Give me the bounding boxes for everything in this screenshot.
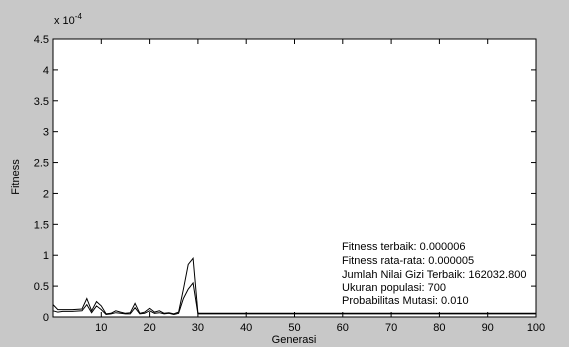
y-tick-label: 1: [43, 250, 49, 262]
x-tick-label: 100: [527, 322, 545, 334]
annotation-mutation-probability: Probabilitas Mutasi: 0.010: [342, 295, 469, 307]
annotation-best-nutrition: Jumlah Nilai Gizi Terbaik: 162032.800: [342, 269, 526, 281]
x-tick-label: 50: [288, 322, 300, 334]
y-exponent-label: x 10-4: [54, 12, 82, 27]
y-tick-label: 3.5: [34, 96, 49, 108]
y-tick-label: 2: [43, 188, 49, 200]
annotation-average-fitness: Fitness rata-rata: 0.000005: [342, 255, 474, 267]
y-exponent-power: -4: [75, 12, 83, 21]
x-tick-label: 60: [337, 322, 349, 334]
y-axis-label: Fitness: [10, 159, 22, 195]
x-tick-label: 70: [385, 322, 397, 334]
y-tick-label: 1.5: [34, 219, 49, 231]
x-axis-label: Generasi: [272, 334, 317, 346]
x-tick-label: 20: [143, 322, 155, 334]
y-tick-label: 4.5: [34, 34, 49, 46]
y-tick-label: 4: [43, 65, 49, 77]
x-tick-label: 30: [192, 322, 204, 334]
annotation-population-size: Ukuran populasi: 700: [342, 282, 446, 294]
plot-area: [53, 39, 536, 317]
y-tick-label: 2.5: [34, 158, 49, 170]
fitness-series-line-2: [52, 281, 536, 316]
x-tick-label: 80: [433, 322, 445, 334]
fitness-series-line-1: [52, 257, 536, 315]
annotation-block: Fitness terbaik: 0.000006 Fitness rata-r…: [342, 241, 526, 307]
annotation-best-fitness: Fitness terbaik: 0.000006: [342, 241, 466, 253]
x-tick-label: 10: [95, 322, 107, 334]
y-tick-label: 0: [43, 312, 49, 324]
y-tick-label: 3: [43, 127, 49, 139]
x-tick-label: 90: [482, 322, 494, 334]
x-tick-label: 40: [240, 322, 252, 334]
y-tick-label: 0.5: [34, 281, 49, 293]
